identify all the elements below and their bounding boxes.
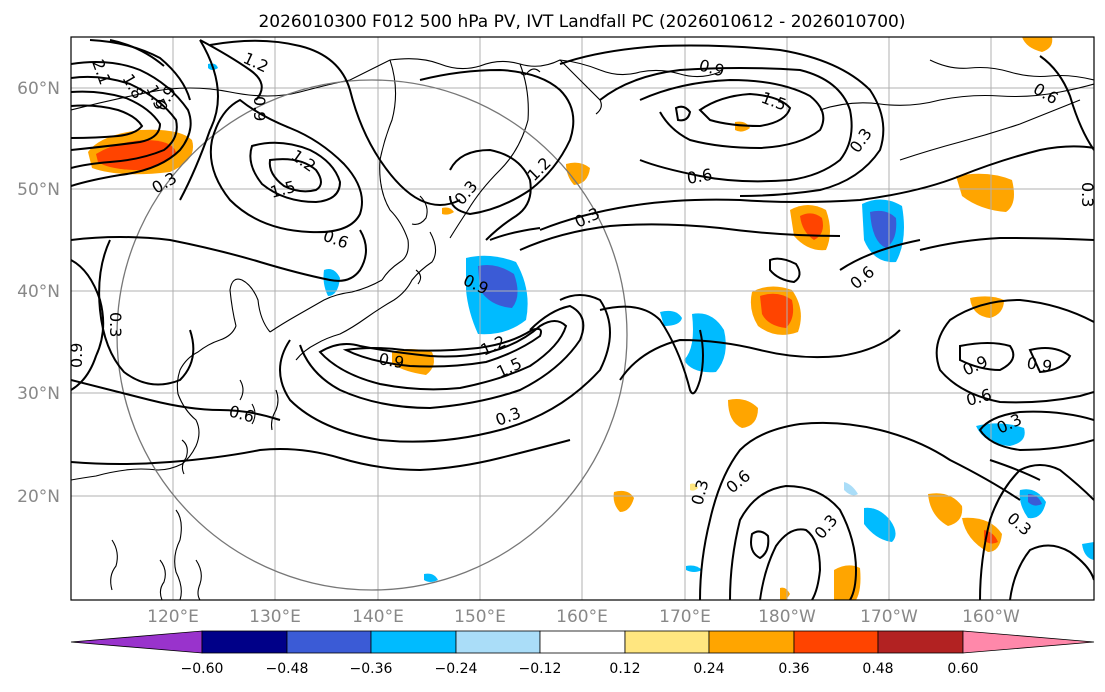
lon-label: 130°E — [249, 607, 301, 627]
lon-label: 140°E — [352, 607, 404, 627]
colorbar-segment — [455, 630, 541, 654]
colorbar-segment — [201, 630, 288, 654]
lat-label: 50°N — [17, 180, 60, 200]
lon-label: 180°W — [758, 607, 816, 627]
lon-label: 170°W — [860, 607, 918, 627]
colorbar-label: 0.36 — [778, 661, 809, 677]
longitude-labels: 120°E 130°E 140°E 150°E 160°E 170°E 180°… — [147, 607, 1020, 627]
colorbar-label: −0.12 — [519, 661, 562, 677]
lat-label: 30°N — [17, 384, 60, 404]
shading-positive — [88, 37, 1053, 600]
contour-label: 0.9 — [377, 349, 405, 372]
colorbar-label: −0.60 — [181, 661, 224, 677]
colorbar-label: 0.12 — [609, 661, 640, 677]
coastlines — [71, 58, 1094, 600]
colorbar-segment — [708, 630, 795, 654]
contour-label: 0.9 — [250, 96, 269, 121]
colorbar-labels: −0.60 −0.48 −0.36 −0.24 −0.12 0.12 0.24 … — [181, 661, 979, 677]
colorbar-segment — [539, 630, 626, 654]
colorbar-segment — [370, 630, 457, 654]
colorbar-segment — [793, 630, 879, 654]
colorbar-over-arrow — [962, 630, 1095, 654]
contour-label: 0.3 — [106, 312, 125, 337]
colorbar-label: 0.24 — [693, 661, 724, 677]
colorbar-label: −0.48 — [266, 661, 309, 677]
pv-contours — [71, 39, 1094, 600]
map-area: 1.2 2.1 1.8 1.5 0.9 0.3 1.2 1.5 0.6 0.3 … — [67, 37, 1097, 600]
lon-label: 170°E — [659, 607, 711, 627]
colorbar-label: −0.36 — [350, 661, 393, 677]
lon-label: 150°E — [454, 607, 506, 627]
colorbar — [70, 630, 1095, 654]
lon-label: 160°W — [962, 607, 1020, 627]
contour-label: 0.9 — [1025, 353, 1053, 376]
colorbar-segment — [286, 630, 372, 654]
contour-label: 0.3 — [1078, 182, 1097, 207]
colorbar-label: 0.48 — [862, 661, 893, 677]
colorbar-segment — [877, 630, 964, 654]
map-frame — [70, 36, 1095, 601]
contour-label: 0.6 — [685, 165, 713, 188]
latitude-labels: 60°N 50°N 40°N 30°N 20°N — [17, 79, 60, 507]
colorbar-under-arrow — [70, 630, 203, 654]
contour-label: 0.9 — [67, 343, 86, 368]
lat-label: 40°N — [17, 282, 60, 302]
colorbar-label: −0.24 — [435, 661, 478, 677]
colorbar-segment — [624, 630, 710, 654]
lat-label: 60°N — [17, 79, 60, 99]
map-title: 2026010300 F012 500 hPa PV, IVT Landfall… — [258, 12, 905, 32]
colorbar-label: 0.60 — [947, 661, 978, 677]
lat-label: 20°N — [17, 487, 60, 507]
lon-label: 120°E — [147, 607, 199, 627]
lon-label: 160°E — [556, 607, 608, 627]
range-circle — [116, 79, 628, 591]
